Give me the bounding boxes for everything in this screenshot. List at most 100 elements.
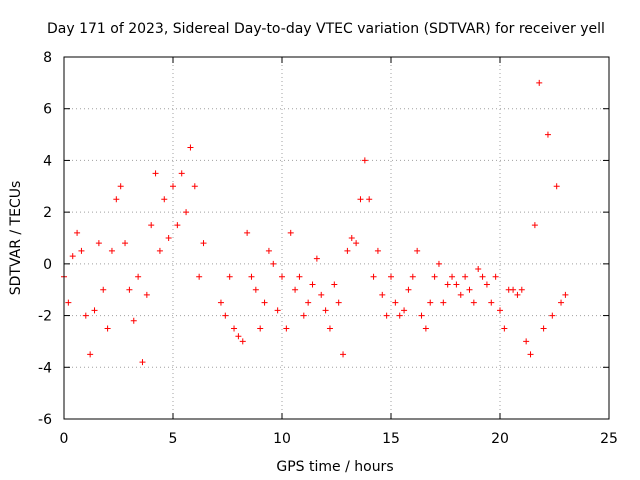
data-point xyxy=(65,299,72,306)
x-tick-label: 15 xyxy=(382,431,400,447)
y-tick-label: -2 xyxy=(38,309,52,325)
data-point xyxy=(331,281,338,288)
data-point xyxy=(196,273,203,280)
y-axis-label: SDTVAR / TECUs xyxy=(8,181,24,296)
data-point xyxy=(562,291,569,298)
y-tick-label: -4 xyxy=(38,360,52,376)
data-point xyxy=(531,222,538,229)
y-tick-label: 2 xyxy=(43,205,52,221)
data-point xyxy=(396,312,403,319)
data-point xyxy=(108,247,115,254)
data-point xyxy=(370,273,377,280)
data-point xyxy=(479,273,486,280)
data-point xyxy=(449,273,456,280)
data-point xyxy=(318,291,325,298)
data-point xyxy=(187,144,194,151)
data-point xyxy=(82,312,89,319)
data-point xyxy=(510,286,517,293)
data-point xyxy=(152,170,159,177)
data-point xyxy=(226,273,233,280)
data-point xyxy=(440,299,447,306)
data-point xyxy=(518,286,525,293)
data-point xyxy=(296,273,303,280)
x-tick-label: 0 xyxy=(60,431,69,447)
data-marks xyxy=(61,79,569,366)
data-point xyxy=(409,273,416,280)
data-point xyxy=(523,338,530,345)
data-point xyxy=(95,240,102,247)
data-point xyxy=(279,273,285,280)
data-point xyxy=(178,170,185,177)
data-point xyxy=(231,325,238,332)
data-point xyxy=(87,351,94,358)
data-point xyxy=(305,299,312,306)
data-point xyxy=(100,286,107,293)
data-point xyxy=(344,247,351,254)
data-point xyxy=(270,260,277,267)
data-point xyxy=(462,273,469,280)
data-point xyxy=(126,286,133,293)
data-point xyxy=(558,299,565,306)
data-point xyxy=(113,196,120,203)
data-point xyxy=(244,229,251,236)
data-point xyxy=(217,299,224,306)
data-point xyxy=(492,273,499,280)
data-point xyxy=(165,235,172,241)
data-point xyxy=(287,229,294,236)
data-point xyxy=(261,299,268,306)
data-point xyxy=(283,325,290,332)
data-point xyxy=(383,312,390,319)
data-point xyxy=(497,307,503,314)
data-point xyxy=(74,229,81,236)
data-point xyxy=(357,196,364,203)
data-point xyxy=(536,79,543,86)
data-point xyxy=(483,281,490,288)
data-point xyxy=(335,299,342,306)
data-point xyxy=(130,317,137,324)
data-point xyxy=(161,196,168,203)
data-point xyxy=(183,209,190,216)
y-tick-label: 4 xyxy=(43,153,52,169)
grid xyxy=(64,57,609,419)
data-point xyxy=(292,286,299,293)
data-point xyxy=(300,312,307,319)
x-tick-label: 10 xyxy=(273,431,291,447)
data-point xyxy=(431,273,438,280)
y-tick-label: 0 xyxy=(43,257,52,273)
data-point xyxy=(117,183,124,190)
data-point xyxy=(78,247,85,254)
data-point xyxy=(374,247,381,254)
data-point xyxy=(366,196,373,203)
chart-title: Day 171 of 2023, Sidereal Day-to-day VTE… xyxy=(47,21,605,37)
data-point xyxy=(470,299,477,306)
data-point xyxy=(239,338,246,345)
data-point xyxy=(405,286,412,293)
data-point xyxy=(501,325,508,332)
data-point xyxy=(313,255,320,262)
data-point xyxy=(252,286,259,293)
data-point xyxy=(348,235,355,241)
x-axis-label: GPS time / hours xyxy=(276,459,393,475)
data-point xyxy=(340,351,347,358)
data-point xyxy=(265,247,272,254)
data-point xyxy=(174,222,181,229)
data-point xyxy=(135,273,142,280)
data-point xyxy=(475,266,482,273)
data-point xyxy=(514,291,521,298)
data-point xyxy=(353,240,360,247)
data-point xyxy=(104,325,111,332)
x-tick-label: 5 xyxy=(169,431,178,447)
data-point xyxy=(422,325,429,332)
data-point xyxy=(191,183,198,190)
data-point xyxy=(200,240,207,247)
data-point xyxy=(457,291,464,298)
data-point xyxy=(361,157,368,164)
data-point xyxy=(544,131,551,138)
data-point xyxy=(69,253,76,260)
data-point xyxy=(235,333,242,340)
data-point xyxy=(91,307,98,314)
data-point xyxy=(139,359,146,366)
data-point xyxy=(309,281,316,288)
